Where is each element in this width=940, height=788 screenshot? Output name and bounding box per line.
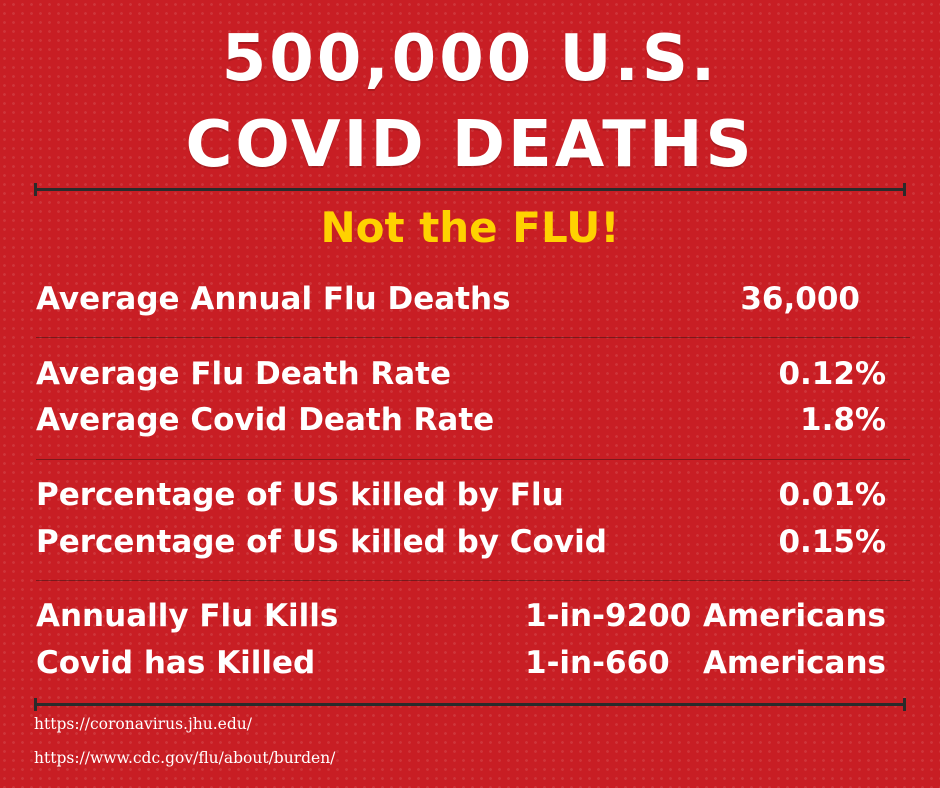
row-value: 0.15% <box>778 524 886 560</box>
row-value: 0.01% <box>778 477 886 513</box>
row-unit: Americans <box>702 598 886 634</box>
row-label: Average Flu Death Rate <box>36 356 451 392</box>
row-value: 0.12% <box>778 356 886 392</box>
row-value: 1.8% <box>800 402 886 438</box>
row-label: Annually Flu Kills <box>36 598 339 634</box>
row-value: 1-in-660 <box>525 645 670 681</box>
divider <box>36 580 910 581</box>
row-label: Percentage of US killed by Covid <box>36 524 607 560</box>
headline-line-1: 500,000 U.S. <box>221 22 719 96</box>
divider <box>36 337 910 338</box>
top-rule <box>34 183 906 196</box>
source-link-cdc[interactable]: https://www.cdc.gov/flu/about/burden/ <box>34 749 336 767</box>
row-unit: Americans <box>702 645 886 681</box>
source-link-jhu[interactable]: https://coronavirus.jhu.edu/ <box>34 715 252 733</box>
row-label: Average Annual Flu Deaths <box>36 281 511 317</box>
bottom-rule <box>34 698 906 711</box>
subtitle: Not the FLU! <box>320 203 620 252</box>
headline-line-2: COVID DEATHS <box>185 108 755 182</box>
row-value: 36,000 <box>740 281 860 317</box>
row-value: 1-in-9200 <box>525 598 692 634</box>
row-label: Covid has Killed <box>36 645 316 681</box>
row-label: Average Covid Death Rate <box>36 402 495 438</box>
divider <box>36 459 910 460</box>
row-label: Percentage of US killed by Flu <box>36 477 564 513</box>
